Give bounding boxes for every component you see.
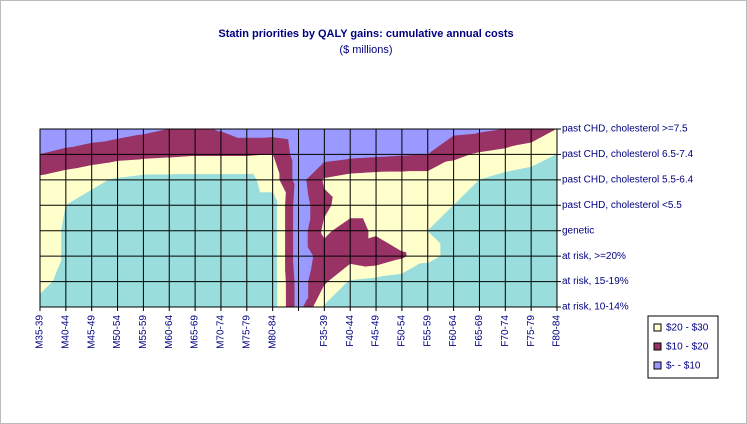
x-tick-label: M35-39 xyxy=(35,315,46,349)
y-tick-label: at risk, 15-19% xyxy=(562,276,629,287)
contour-region xyxy=(272,255,277,283)
contour-region xyxy=(272,204,277,232)
y-tick-label: genetic xyxy=(562,225,594,236)
x-tick-label: M45-49 xyxy=(86,315,97,349)
y-tick-label: past CHD, cholesterol 5.5-6.4 xyxy=(562,174,694,185)
x-tick-label: F70-74 xyxy=(500,315,511,347)
y-tick-label: past CHD, cholesterol <5.5 xyxy=(562,200,682,211)
x-tick-label: M75-79 xyxy=(241,315,252,349)
legend-label: $- - $10 xyxy=(666,361,701,372)
chart-subtitle: ($ millions) xyxy=(339,44,392,56)
x-tick-label: M50-54 xyxy=(112,315,123,349)
legend-swatch xyxy=(653,323,662,332)
x-tick-label: F75-79 xyxy=(526,315,537,347)
legend-swatch xyxy=(653,361,662,370)
contour-region xyxy=(272,281,278,308)
legend-label: $10 - $20 xyxy=(666,342,709,353)
x-tick-label: F55-59 xyxy=(422,315,433,347)
x-tick-label: M65-69 xyxy=(190,315,201,349)
x-tick-label: F35-39 xyxy=(319,315,330,347)
x-tick-label: M60-64 xyxy=(164,315,175,349)
axis-labels: M35-39 M40-44 M45-49 M50-54 M55-59 M60-64 M65-… xyxy=(35,124,694,349)
x-tick-label: F60-64 xyxy=(448,315,459,347)
y-tick-label: past CHD, cholesterol >=7.5 xyxy=(562,124,688,135)
chart-title: Statin priorities by QALY gains: cumulat… xyxy=(218,28,513,40)
y-tick-label: at risk, 10-14% xyxy=(562,302,629,313)
legend-swatch xyxy=(653,342,662,351)
x-tick-label: M80-84 xyxy=(267,315,278,349)
x-tick-label: F65-69 xyxy=(474,315,485,347)
x-tick-label: F80-84 xyxy=(552,315,563,347)
x-tick-label: F45-49 xyxy=(371,315,382,347)
y-tick-label: at risk, >=20% xyxy=(562,251,626,262)
x-tick-label: M70-74 xyxy=(216,315,227,349)
legend-label: $20 - $30 xyxy=(666,323,709,334)
x-tick-label: M40-44 xyxy=(60,315,71,349)
y-tick-label: past CHD, cholesterol 6.5-7.4 xyxy=(562,149,694,160)
legend: $20 - $30 $10 - $20 $- - $10 xyxy=(647,315,719,379)
x-tick-label: M55-59 xyxy=(138,315,149,349)
grid xyxy=(39,128,561,311)
contour-region xyxy=(272,230,277,257)
x-tick-label: F40-44 xyxy=(345,315,356,347)
x-tick-label: F50-54 xyxy=(397,315,408,347)
